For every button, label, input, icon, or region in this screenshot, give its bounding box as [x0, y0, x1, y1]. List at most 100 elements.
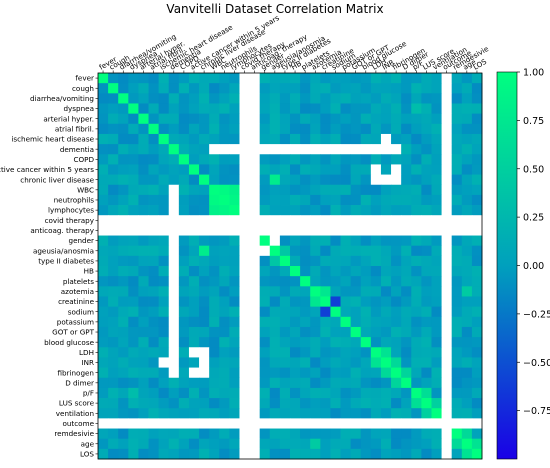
heatmap-cell — [138, 245, 149, 257]
heatmap-cell — [451, 448, 463, 460]
heatmap-cell — [118, 408, 129, 419]
heatmap-cell — [239, 387, 250, 399]
heatmap-cell — [108, 286, 119, 297]
heatmap-cell — [290, 245, 301, 257]
heatmap-cell — [401, 387, 412, 399]
heatmap-cell — [310, 296, 321, 308]
y-tick-label: gender — [69, 236, 95, 245]
heatmap-cell — [290, 255, 301, 267]
heatmap-cell — [158, 205, 170, 216]
heatmap-cell — [249, 448, 261, 460]
heatmap-cell — [269, 194, 281, 206]
heatmap-cell — [441, 326, 453, 338]
heatmap-cell — [229, 144, 240, 155]
heatmap-cell — [108, 73, 119, 84]
heatmap-cell — [98, 73, 109, 84]
heatmap-cell — [178, 337, 190, 348]
heatmap-cell — [108, 225, 119, 236]
heatmap-cell — [401, 306, 412, 318]
heatmap-cell — [441, 205, 453, 216]
heatmap-cell — [158, 123, 170, 135]
heatmap-cell — [401, 448, 412, 460]
heatmap-cell — [239, 306, 250, 318]
heatmap-cell — [259, 326, 271, 338]
heatmap-cell — [128, 184, 139, 196]
heatmap-cell — [391, 103, 402, 115]
heatmap-cell — [188, 387, 200, 399]
y-tick-label: remdesivie — [54, 429, 94, 438]
heatmap-cell — [259, 73, 271, 84]
heatmap-cell — [108, 306, 119, 318]
heatmap-cell — [188, 144, 200, 155]
heatmap-cell — [431, 164, 442, 175]
heatmap-cell — [158, 164, 170, 175]
heatmap-cell — [360, 266, 372, 277]
heatmap-cell — [320, 316, 331, 328]
y-tick-label: chronic liver disease — [20, 175, 94, 184]
heatmap-cell — [209, 326, 220, 338]
heatmap-cell — [380, 266, 392, 277]
heatmap-cell — [168, 133, 180, 145]
heatmap-cell — [370, 113, 382, 125]
heatmap-cell — [239, 83, 250, 94]
heatmap-cell — [239, 184, 250, 196]
heatmap-cell — [360, 245, 372, 257]
heatmap-cell — [108, 184, 119, 196]
heatmap-cell — [360, 255, 372, 267]
heatmap-cell — [239, 205, 250, 216]
heatmap-cell — [451, 418, 463, 429]
heatmap-cell — [229, 306, 240, 318]
heatmap-cell — [168, 357, 180, 368]
heatmap-cell — [209, 215, 220, 226]
heatmap-cell — [340, 103, 352, 115]
heatmap-cell — [98, 235, 109, 247]
heatmap-cell — [310, 266, 321, 277]
heatmap-cell — [380, 235, 392, 247]
heatmap-cell — [269, 164, 281, 175]
heatmap-cell — [199, 164, 210, 175]
heatmap-cell — [239, 266, 250, 277]
heatmap-cell — [431, 326, 442, 338]
heatmap-cell — [209, 408, 220, 419]
heatmap-cell — [391, 144, 402, 155]
heatmap-cell — [188, 357, 200, 368]
heatmap-cell — [330, 367, 341, 379]
heatmap-cell — [188, 266, 200, 277]
heatmap-cell — [98, 266, 109, 277]
heatmap-cell — [158, 306, 170, 318]
heatmap-cell — [320, 154, 331, 165]
heatmap-cell — [421, 215, 432, 226]
heatmap-cell — [148, 266, 160, 277]
heatmap-cell — [259, 154, 271, 165]
heatmap-cell — [168, 347, 180, 358]
heatmap-cell — [421, 133, 432, 145]
heatmap-cell — [108, 103, 119, 115]
heatmap-cell — [401, 164, 412, 175]
heatmap-cell — [350, 367, 362, 379]
heatmap-cell — [461, 377, 473, 389]
heatmap-cell — [148, 357, 160, 368]
heatmap-cell — [320, 377, 331, 389]
heatmap-cell — [431, 276, 442, 287]
heatmap-cell — [239, 103, 250, 115]
heatmap-cell — [118, 123, 129, 135]
heatmap-cell — [269, 448, 281, 460]
heatmap-cell — [199, 154, 210, 165]
heatmap-cell — [340, 255, 352, 267]
heatmap-cell — [128, 316, 139, 328]
heatmap-cell — [421, 184, 432, 196]
heatmap-cell — [178, 184, 190, 196]
heatmap-cell — [391, 215, 402, 226]
heatmap-cell — [401, 337, 412, 348]
heatmap-cell — [290, 428, 301, 440]
heatmap-cell — [401, 408, 412, 419]
heatmap-cell — [451, 235, 463, 247]
heatmap-cell — [158, 286, 170, 297]
heatmap-cell — [320, 296, 331, 308]
heatmap-cell — [391, 255, 402, 267]
heatmap-cell — [148, 83, 160, 94]
heatmap-cell — [239, 337, 250, 348]
heatmap-cell — [340, 387, 352, 399]
heatmap-cell — [451, 255, 463, 267]
heatmap-cell — [320, 174, 331, 186]
